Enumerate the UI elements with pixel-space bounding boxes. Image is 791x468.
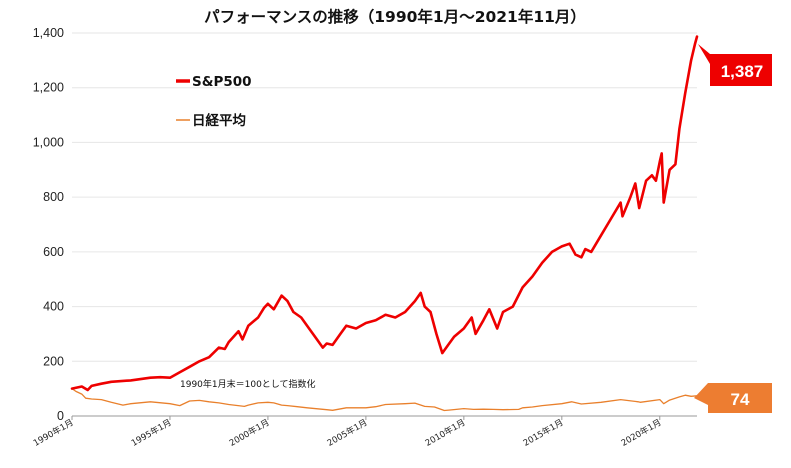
sp500-callout-box	[698, 44, 772, 86]
y-tick-label: 200	[43, 354, 64, 368]
nikkei-line	[71, 387, 698, 412]
nikkei-end-callout: 74	[694, 383, 772, 413]
chart-title: パフォーマンスの推移（1990年1月～2021年11月）	[204, 7, 586, 26]
nikkei-callout-box	[694, 383, 772, 413]
legend-label-nikkei: 日経平均	[192, 112, 246, 129]
index-note: 1990年1月末＝100として指数化	[180, 378, 316, 390]
y-gridlines	[72, 32, 697, 362]
x-tick-label: 2015年1月	[521, 416, 566, 449]
sp500-end-callout: 1,387	[698, 44, 772, 86]
y-tick-label: 1,400	[33, 26, 64, 40]
y-tick-label: 800	[43, 190, 64, 204]
x-tick-label: 2020年1月	[619, 416, 664, 449]
y-axis: 0 200 400 600 800 1,000 1,200 1,400	[33, 26, 64, 423]
legend-label-sp500: S&P500	[192, 74, 252, 90]
x-tick-label: 1990年1月	[31, 416, 76, 449]
sp500-line	[70, 35, 699, 392]
y-tick-label: 1,000	[33, 135, 64, 149]
y-tick-label: 1,200	[33, 81, 64, 95]
x-tick-label: 2000年1月	[227, 416, 272, 449]
nikkei-callout-value: 74	[731, 390, 750, 409]
x-tick-label: 2010年1月	[423, 416, 468, 449]
sp500-callout-value: 1,387	[721, 62, 764, 81]
y-tick-label: 400	[43, 300, 64, 314]
y-tick-label: 600	[43, 245, 64, 259]
legend: S&P500 日経平均	[176, 74, 252, 129]
x-tick-label: 1995年1月	[129, 416, 174, 449]
series-layer	[70, 35, 699, 412]
x-tick-label: 2005年1月	[325, 416, 370, 449]
x-axis: 1990年1月 1995年1月 2000年1月 2005年1月 2010年1月 2015年…	[31, 415, 697, 449]
y-tick-label: 0	[57, 409, 64, 423]
